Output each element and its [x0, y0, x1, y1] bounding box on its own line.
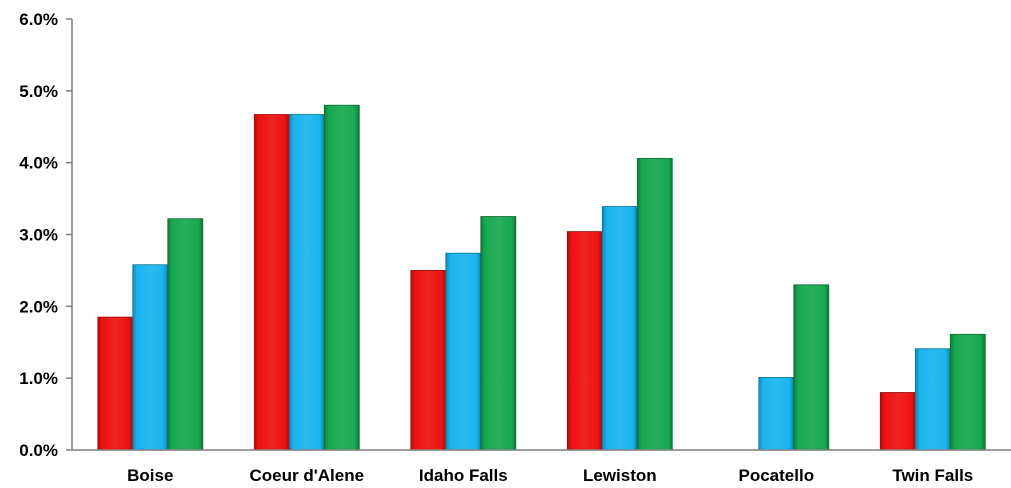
x-tick-label: Coeur d'Alene	[250, 466, 365, 485]
x-tick-label: Boise	[127, 466, 173, 485]
bars	[97, 104, 986, 451]
bar-4-3	[636, 157, 673, 451]
bar-1-1	[97, 316, 134, 451]
bar-3-1	[410, 269, 447, 451]
y-tick-label: 3.0%	[19, 226, 58, 245]
bar-3-3	[480, 216, 517, 451]
x-tick-label: Lewiston	[583, 466, 657, 485]
y-axis: 0.0% 1.0% 2.0% 3.0% 4.0% 5.0% 6.0%	[19, 10, 73, 460]
y-tick-label: 1.0%	[19, 369, 58, 388]
x-tick-label: Idaho Falls	[419, 466, 508, 485]
bar-6-1	[879, 392, 916, 451]
bar-4-2	[601, 206, 638, 451]
bar-2-2	[288, 114, 325, 451]
y-tick-label: 5.0%	[19, 82, 58, 101]
x-axis: Boise Coeur d'Alene Idaho Falls Lewiston Poc…	[72, 449, 1011, 485]
y-tick-label: 4.0%	[19, 154, 58, 173]
bar-5-3	[793, 284, 830, 451]
bar-6-2	[914, 348, 951, 451]
y-tick-label: 2.0%	[19, 297, 58, 316]
bar-3-2	[445, 252, 482, 451]
y-tick-label: 0.0%	[19, 441, 58, 460]
y-tick-label: 6.0%	[19, 10, 58, 29]
bar-1-2	[132, 264, 169, 451]
bar-5-2	[758, 376, 795, 451]
x-tick-label: Twin Falls	[892, 466, 973, 485]
bar-2-3	[323, 104, 360, 451]
bar-6-3	[949, 333, 986, 451]
x-tick-label: Pocatello	[739, 466, 815, 485]
bar-4-1	[566, 231, 603, 451]
bar-1-3	[167, 218, 204, 451]
bar-2-1	[253, 114, 290, 451]
